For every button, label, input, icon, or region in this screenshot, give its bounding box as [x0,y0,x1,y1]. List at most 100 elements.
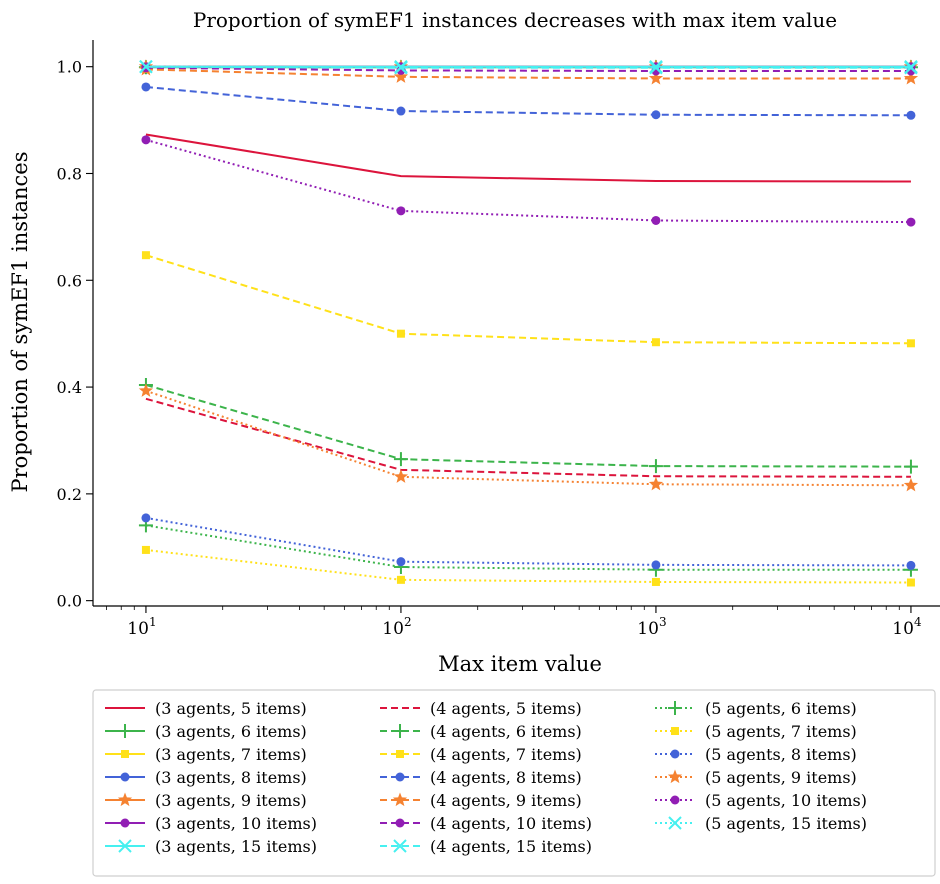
legend-label: (3 agents, 15 items) [155,837,317,856]
data-point [903,477,919,492]
legend-item: (5 agents, 15 items) [655,814,867,833]
legend-item: (5 agents, 9 items) [655,768,857,787]
legend-item: (5 agents, 8 items) [655,745,857,764]
y-tick-label: 0.2 [57,485,82,504]
data-point [670,749,680,759]
legend-item: (3 agents, 6 items) [105,722,307,741]
data-point [120,818,130,828]
legend-label: (5 agents, 9 items) [705,768,857,787]
data-point [393,69,409,83]
series-line [141,251,915,348]
legend-item: (5 agents, 7 items) [655,722,857,741]
data-point [396,106,406,116]
legend-item: (3 agents, 8 items) [105,768,307,787]
legend-label: (5 agents, 10 items) [705,791,867,810]
data-point [671,727,679,735]
series-line [145,133,911,183]
series-path [145,254,911,345]
data-point [648,459,663,474]
data-point [396,575,405,584]
legend-label: (4 agents, 8 items) [430,768,582,787]
legend-item: (4 agents, 8 items) [380,768,582,787]
data-point [393,839,407,853]
data-point [648,70,664,85]
legend-item: (4 agents, 15 items) [380,837,592,856]
series-line [141,135,916,227]
data-point [651,215,661,225]
data-point [120,772,130,782]
data-point [394,60,408,74]
legend-label: (3 agents, 10 items) [155,814,317,833]
legend-label: (3 agents, 7 items) [155,745,307,764]
x-axis-label: Max item value [438,652,602,676]
legend-label: (5 agents, 8 items) [705,745,857,764]
series-path [145,383,911,468]
data-point [141,251,150,260]
y-tick-label: 1.0 [57,58,82,77]
series-path [145,85,911,117]
legend: (3 agents, 5 items) (3 agents, 6 items) (3… [92,689,936,877]
legend-label: (4 agents, 7 items) [430,745,582,764]
data-point [121,750,129,758]
legend-item: (3 agents, 5 items) [105,699,307,718]
series-path [145,66,911,72]
series-path [145,133,911,183]
legend-label: (4 agents, 5 items) [430,699,582,718]
series-line [139,59,918,74]
legend-label: (5 agents, 7 items) [705,722,857,741]
series-line [141,82,916,120]
data-point [648,476,664,491]
data-point [651,338,660,347]
x-tick-label: 104 [892,615,922,639]
data-point [668,701,682,715]
legend-label: (4 agents, 15 items) [430,837,592,856]
legend-label: (4 agents, 9 items) [430,791,582,810]
data-point [141,82,151,92]
data-point [906,560,916,570]
data-point [393,452,408,467]
data-point [651,560,661,570]
data-point [139,59,153,74]
legend-item: (4 agents, 5 items) [380,699,582,718]
data-point [906,217,916,227]
data-point [141,545,150,554]
data-point [138,383,154,397]
series-line [138,518,918,577]
data-point [395,772,405,782]
data-point [395,818,405,828]
data-point [667,769,683,784]
legend-item: (4 agents, 10 items) [380,814,592,833]
data-point [117,792,133,807]
data-point [118,839,132,853]
series-line [141,513,916,570]
legend-item: (5 agents, 10 items) [655,791,867,810]
series-path [145,65,911,69]
x-tick-label: 101 [127,615,156,639]
legend-item: (3 agents, 7 items) [105,745,307,764]
data-point [141,513,151,523]
series-path [145,548,911,584]
data-point [903,459,918,474]
legend-item: (3 agents, 10 items) [105,814,317,833]
y-axis-label: Proportion of symEF1 instances [8,152,32,493]
data-point [396,750,404,758]
axes: 0.0 0.2 0.4 0.6 0.8 1.0 101 102 103 104 [57,40,940,639]
data-point [668,816,682,830]
series-path [145,68,911,80]
data-point [649,60,663,74]
legend-item: (4 agents, 9 items) [380,791,582,810]
y-tick-label: 0.4 [57,378,82,397]
data-point [141,135,151,145]
data-point [392,792,408,807]
legend-item: (5 agents, 6 items) [655,699,857,718]
legend-label: (5 agents, 15 items) [705,814,867,833]
x-tick-label: 103 [637,615,666,639]
legend-label: (4 agents, 6 items) [430,722,582,741]
legend-item: (3 agents, 9 items) [105,791,307,810]
legend-item: (4 agents, 6 items) [380,722,582,741]
y-tick-label: 0.6 [57,271,82,290]
legend-label: (3 agents, 9 items) [155,791,307,810]
y-tick-label: 0.8 [57,164,82,183]
